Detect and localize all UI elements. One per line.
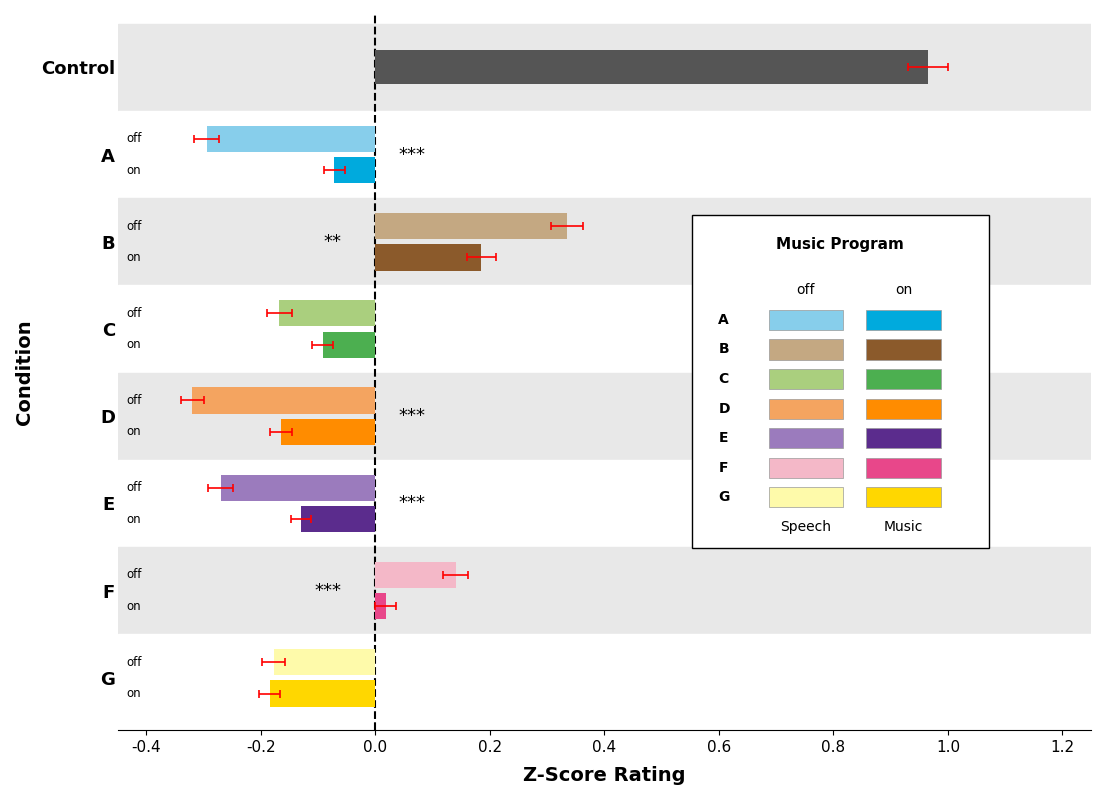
- Text: Speech: Speech: [781, 520, 832, 534]
- Bar: [118, 460, 1091, 547]
- Bar: [207, 126, 375, 152]
- Bar: [281, 419, 375, 445]
- Text: Music Program: Music Program: [776, 237, 905, 252]
- Y-axis label: Condition: Condition: [15, 320, 34, 426]
- Text: off: off: [126, 132, 142, 146]
- Text: on: on: [126, 164, 142, 177]
- Text: off: off: [796, 283, 815, 298]
- Bar: [866, 398, 941, 418]
- Bar: [375, 213, 567, 239]
- Bar: [769, 369, 843, 389]
- Bar: [323, 331, 375, 358]
- Bar: [273, 649, 375, 675]
- FancyBboxPatch shape: [692, 215, 989, 548]
- Bar: [866, 487, 941, 507]
- Text: on: on: [126, 513, 142, 526]
- Text: off: off: [126, 394, 142, 407]
- Text: off: off: [126, 656, 142, 669]
- Text: on: on: [126, 338, 142, 351]
- Text: off: off: [126, 306, 142, 320]
- Bar: [769, 428, 843, 448]
- Bar: [270, 681, 375, 706]
- Text: B: B: [718, 342, 729, 357]
- Bar: [866, 458, 941, 478]
- Text: on: on: [126, 600, 142, 613]
- Text: D: D: [718, 402, 730, 415]
- Bar: [375, 594, 386, 619]
- Bar: [866, 369, 941, 389]
- Bar: [866, 428, 941, 448]
- Text: on: on: [126, 687, 142, 700]
- Bar: [301, 506, 375, 532]
- Text: ***: ***: [398, 407, 426, 425]
- Text: ***: ***: [314, 582, 341, 600]
- Bar: [118, 547, 1091, 634]
- Bar: [375, 244, 481, 270]
- Bar: [118, 286, 1091, 373]
- Text: G: G: [718, 490, 730, 504]
- Text: off: off: [126, 482, 142, 494]
- Bar: [192, 387, 375, 414]
- Text: F: F: [718, 461, 728, 474]
- X-axis label: Z-Score Rating: Z-Score Rating: [523, 766, 686, 785]
- Text: A: A: [718, 313, 729, 327]
- Text: C: C: [718, 372, 729, 386]
- Text: **: **: [323, 233, 341, 250]
- Text: off: off: [126, 219, 142, 233]
- Text: ***: ***: [398, 146, 426, 163]
- Bar: [118, 198, 1091, 286]
- Bar: [375, 562, 456, 588]
- Bar: [118, 634, 1091, 722]
- Text: on: on: [895, 283, 912, 298]
- Bar: [866, 310, 941, 330]
- Bar: [769, 398, 843, 418]
- Bar: [375, 50, 928, 84]
- Bar: [221, 474, 375, 501]
- Text: E: E: [718, 431, 728, 445]
- Text: off: off: [126, 569, 142, 582]
- Bar: [866, 339, 941, 359]
- Bar: [769, 458, 843, 478]
- Text: on: on: [126, 426, 142, 438]
- Text: Music: Music: [884, 520, 924, 534]
- Bar: [280, 300, 375, 326]
- Text: on: on: [126, 251, 142, 264]
- Bar: [769, 310, 843, 330]
- Bar: [769, 487, 843, 507]
- Bar: [334, 157, 375, 183]
- Bar: [118, 111, 1091, 198]
- Text: ***: ***: [398, 494, 426, 513]
- Bar: [769, 339, 843, 359]
- Bar: [118, 24, 1091, 111]
- Bar: [118, 373, 1091, 460]
